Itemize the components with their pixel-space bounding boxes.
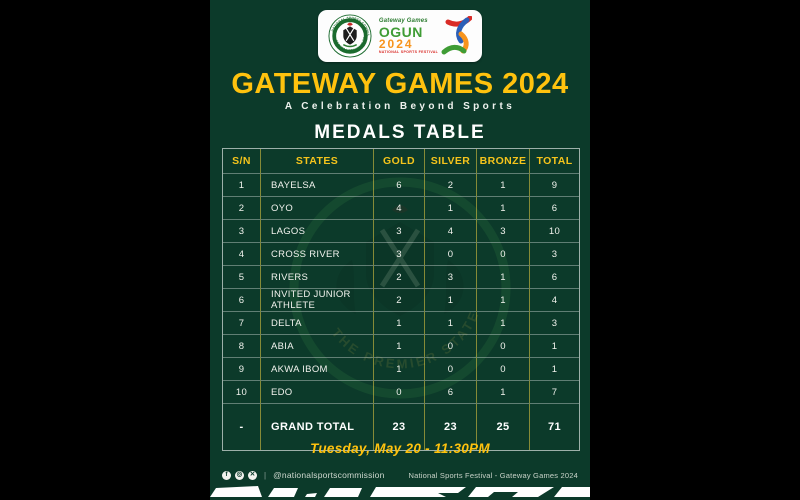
timestamp: Tuesday, May 20 - 11:30PM [310, 441, 490, 456]
column-header: SILVER [425, 149, 477, 174]
table-cell: 3 [477, 220, 530, 243]
grand-total-cell: 71 [547, 421, 562, 433]
x-icon: ✕ [248, 470, 257, 480]
table-cell: 0 [477, 335, 530, 358]
table-cell: 4 [425, 220, 477, 243]
table-cell: 4 [223, 243, 261, 266]
table-cell: 4 [374, 197, 425, 220]
table-cell: 3 [425, 266, 477, 289]
table-cell: 7 [530, 381, 579, 404]
table-cell: 3 [223, 220, 261, 243]
column-header: STATES [261, 149, 374, 174]
table-cell: 0 [425, 358, 477, 381]
logo-card: NATIONAL SPORTS COMMISSION FEDERAL REPUB… [318, 10, 482, 62]
table-cell: 7 [223, 312, 261, 335]
table-cell: 3 [530, 243, 579, 266]
column-header: GOLD [374, 149, 425, 174]
page-title: GATEWAY GAMES 2024 [231, 68, 569, 100]
table-cell: BAYELSA [261, 174, 374, 197]
instagram-icon: ◎ [235, 470, 244, 480]
table-cell: AKWA IBOM [261, 358, 374, 381]
ogun-logo-tagline: NATIONAL SPORTS FESTIVAL [378, 49, 439, 54]
table-cell: 10 [530, 220, 579, 243]
facebook-icon: f [222, 470, 231, 480]
table-cell: 0 [425, 335, 477, 358]
table-cell: 2 [374, 266, 425, 289]
table-cell: OYO [261, 197, 374, 220]
page-subtitle: A Celebration Beyond Sports [284, 101, 516, 112]
footer-caption: National Sports Festival - Gateway Games… [408, 470, 578, 480]
table-cell: 0 [477, 243, 530, 266]
table-cell: EDO [261, 381, 374, 404]
table-cell: 9 [223, 358, 261, 381]
table-cell: 2 [223, 197, 261, 220]
table-cell: 1 [477, 266, 530, 289]
table-cell: DELTA [261, 312, 374, 335]
table-cell: 6 [223, 289, 261, 312]
poster-canvas: THE PREMIER STATE NATIONAL SPORTS COMMIS… [210, 0, 590, 500]
footer-divider: | [264, 470, 267, 480]
medals-table: S/N STATES GOLD SILVER BRONZE TOTAL 1 BAYELSA 6 2… [222, 148, 580, 451]
table-cell: 1 [374, 312, 425, 335]
table-cell: 1 [425, 312, 477, 335]
footer-social: f ◎ ✕ | @nationalsportscommission [222, 470, 385, 480]
table-cell: 1 [477, 197, 530, 220]
table-cell: CROSS RIVER [261, 243, 374, 266]
table-cell: 1 [374, 335, 425, 358]
table-cell: 0 [425, 243, 477, 266]
gateway-games-ogun-logo: Gateway Games OGUN 2024 NATIONAL SPORTS … [378, 16, 473, 56]
table-cell: RIVERS [261, 266, 374, 289]
table-cell: 1 [530, 335, 579, 358]
table-cell: ABIA [261, 335, 374, 358]
table-cell: 1 [477, 312, 530, 335]
table-cell: 6 [425, 381, 477, 404]
table-cell: 6 [530, 197, 579, 220]
table-cell: 6 [374, 174, 425, 197]
column-header: S/N [223, 149, 261, 174]
medals-table-heading: MEDALS TABLE [314, 122, 486, 143]
table-cell: 3 [374, 243, 425, 266]
table-cell: 0 [477, 358, 530, 381]
table-cell: 0 [374, 381, 425, 404]
table-cell: 1 [223, 174, 261, 197]
table-cell: 3 [530, 312, 579, 335]
column-header: BRONZE [477, 149, 530, 174]
grand-total-cell: GRAND TOTAL [261, 404, 374, 450]
table-cell: 1 [425, 197, 477, 220]
athlete-swoosh-icon [441, 16, 473, 55]
column-header: TOTAL [530, 149, 579, 174]
footer: f ◎ ✕ | @nationalsportscommission Nation… [222, 470, 578, 480]
grand-total-cell: 23 [374, 404, 425, 450]
table-cell: 9 [530, 174, 579, 197]
bottom-decoration [210, 486, 590, 497]
table-cell: 2 [425, 174, 477, 197]
table-cell: 1 [477, 174, 530, 197]
table-cell: 5 [223, 266, 261, 289]
table-cell: 1 [425, 289, 477, 312]
table-cell: 2 [374, 289, 425, 312]
table-cell: 4 [530, 289, 579, 312]
ogun-logo-year: 2024 [378, 36, 414, 51]
table-cell: 1 [477, 381, 530, 404]
table-cell: 1 [477, 289, 530, 312]
grand-total-cell: - [223, 404, 261, 450]
table-cell: 10 [223, 381, 261, 404]
table-cell: 6 [530, 266, 579, 289]
table-cell: INVITED JUNIOR ATHLETE [261, 289, 374, 312]
grand-total-cell: 25 [477, 404, 530, 450]
table-cell: 3 [374, 220, 425, 243]
ogun-logo-name: OGUN [378, 23, 423, 40]
table-cell: 1 [530, 358, 579, 381]
table-cell: LAGOS [261, 220, 374, 243]
grand-total-cell: 23 [425, 404, 477, 450]
social-handle: @nationalsportscommission [273, 470, 385, 480]
sports-commission-seal-icon: NATIONAL SPORTS COMMISSION FEDERAL REPUB… [328, 14, 372, 58]
table-cell: 1 [374, 358, 425, 381]
table-cell: 8 [223, 335, 261, 358]
ogun-logo-script: Gateway Games [378, 17, 428, 24]
